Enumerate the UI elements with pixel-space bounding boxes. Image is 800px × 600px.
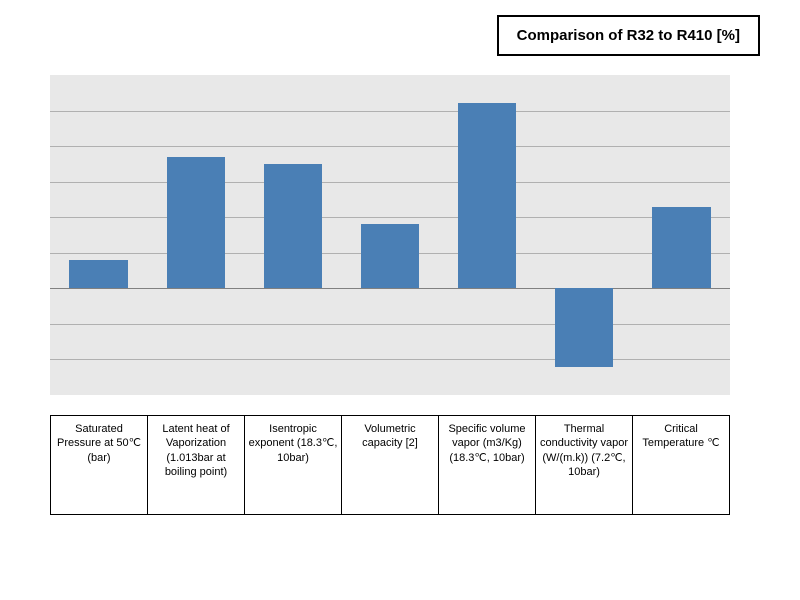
x-axis-label: Specific volume vapor (m3/Kg) (18.3℃, 10…	[438, 415, 535, 515]
bar	[555, 288, 613, 366]
bars-container	[50, 75, 730, 395]
x-axis-label: Isentropic exponent (18.3℃, 10bar)	[244, 415, 341, 515]
x-axis-label: Latent heat of Vaporization (1.013bar at…	[147, 415, 244, 515]
bar	[652, 207, 710, 289]
x-axis-label: Critical Temperature ℃	[632, 415, 730, 515]
chart-title: Comparison of R32 to R410 [%]	[497, 15, 760, 56]
x-axis-labels: Saturated Pressure at 50℃ (bar)Latent he…	[50, 415, 730, 515]
bar	[69, 260, 127, 288]
x-axis-label: Thermal conductivity vapor (W/(m.k)) (7.…	[535, 415, 632, 515]
bar	[167, 157, 225, 289]
x-axis-label: Volumetric capacity [2]	[341, 415, 438, 515]
bar	[264, 164, 322, 288]
bar	[361, 224, 419, 288]
chart-plot-area	[50, 75, 730, 395]
x-axis-label: Saturated Pressure at 50℃ (bar)	[50, 415, 147, 515]
bar	[458, 103, 516, 288]
